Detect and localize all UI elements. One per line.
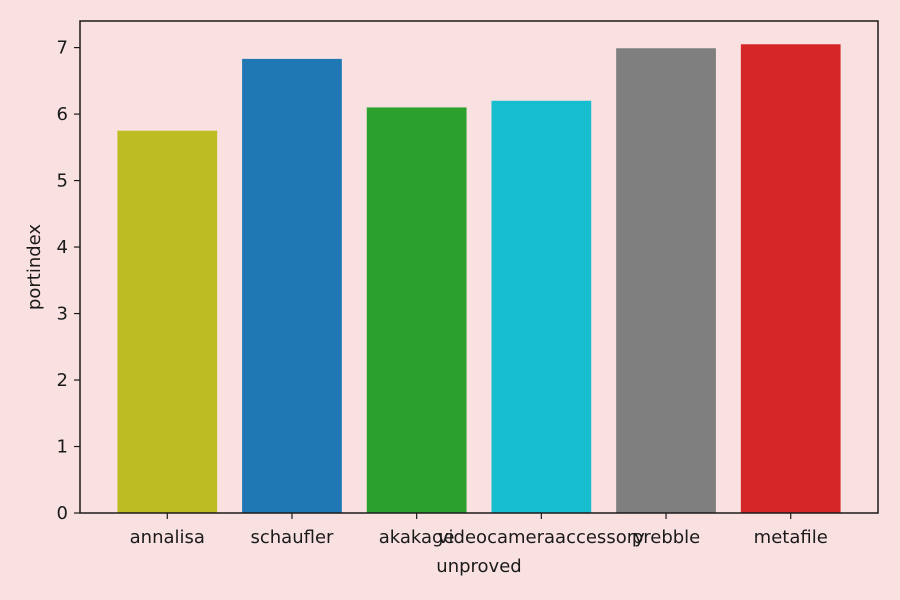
y-tick-label-1: 1	[57, 437, 68, 458]
y-tick-label-7: 7	[57, 38, 68, 59]
x-tick-label-metafile: metafile	[754, 527, 828, 548]
bar-akakage	[366, 107, 467, 513]
bar-videocameraaccessory	[491, 100, 592, 513]
y-tick-label-5: 5	[57, 171, 68, 192]
y-tick-label-6: 6	[57, 104, 68, 125]
x-axis-label: unproved	[436, 556, 521, 577]
plot-frame	[79, 20, 879, 514]
bar-prebble	[616, 48, 716, 513]
bar-metafile	[740, 44, 841, 514]
x-tick-label-akakage: akakage	[379, 527, 455, 548]
y-tick-label-3: 3	[57, 304, 68, 325]
x-tick-label-videocameraaccessory: videocameraaccessory	[438, 527, 645, 548]
x-axis-ticks: annalisa schaufler akakagevideocameraacces…	[130, 513, 828, 548]
bar-annalisa	[117, 130, 218, 513]
y-tick-label-2: 2	[57, 370, 68, 391]
y-tick-label-0: 0	[57, 503, 68, 524]
y-axis-ticks: 0 1 2 3 4 5 6 7	[57, 38, 80, 524]
y-tick-label-4: 4	[57, 237, 68, 258]
y-axis-label: portindex	[24, 224, 45, 310]
bars-layer	[117, 44, 841, 514]
x-tick-label-annalisa: annalisa	[130, 527, 205, 548]
bar-schaufler	[242, 58, 342, 513]
x-tick-label-schaufler: schaufler	[251, 527, 335, 548]
x-tick-label-prebble: prebble	[632, 527, 700, 548]
